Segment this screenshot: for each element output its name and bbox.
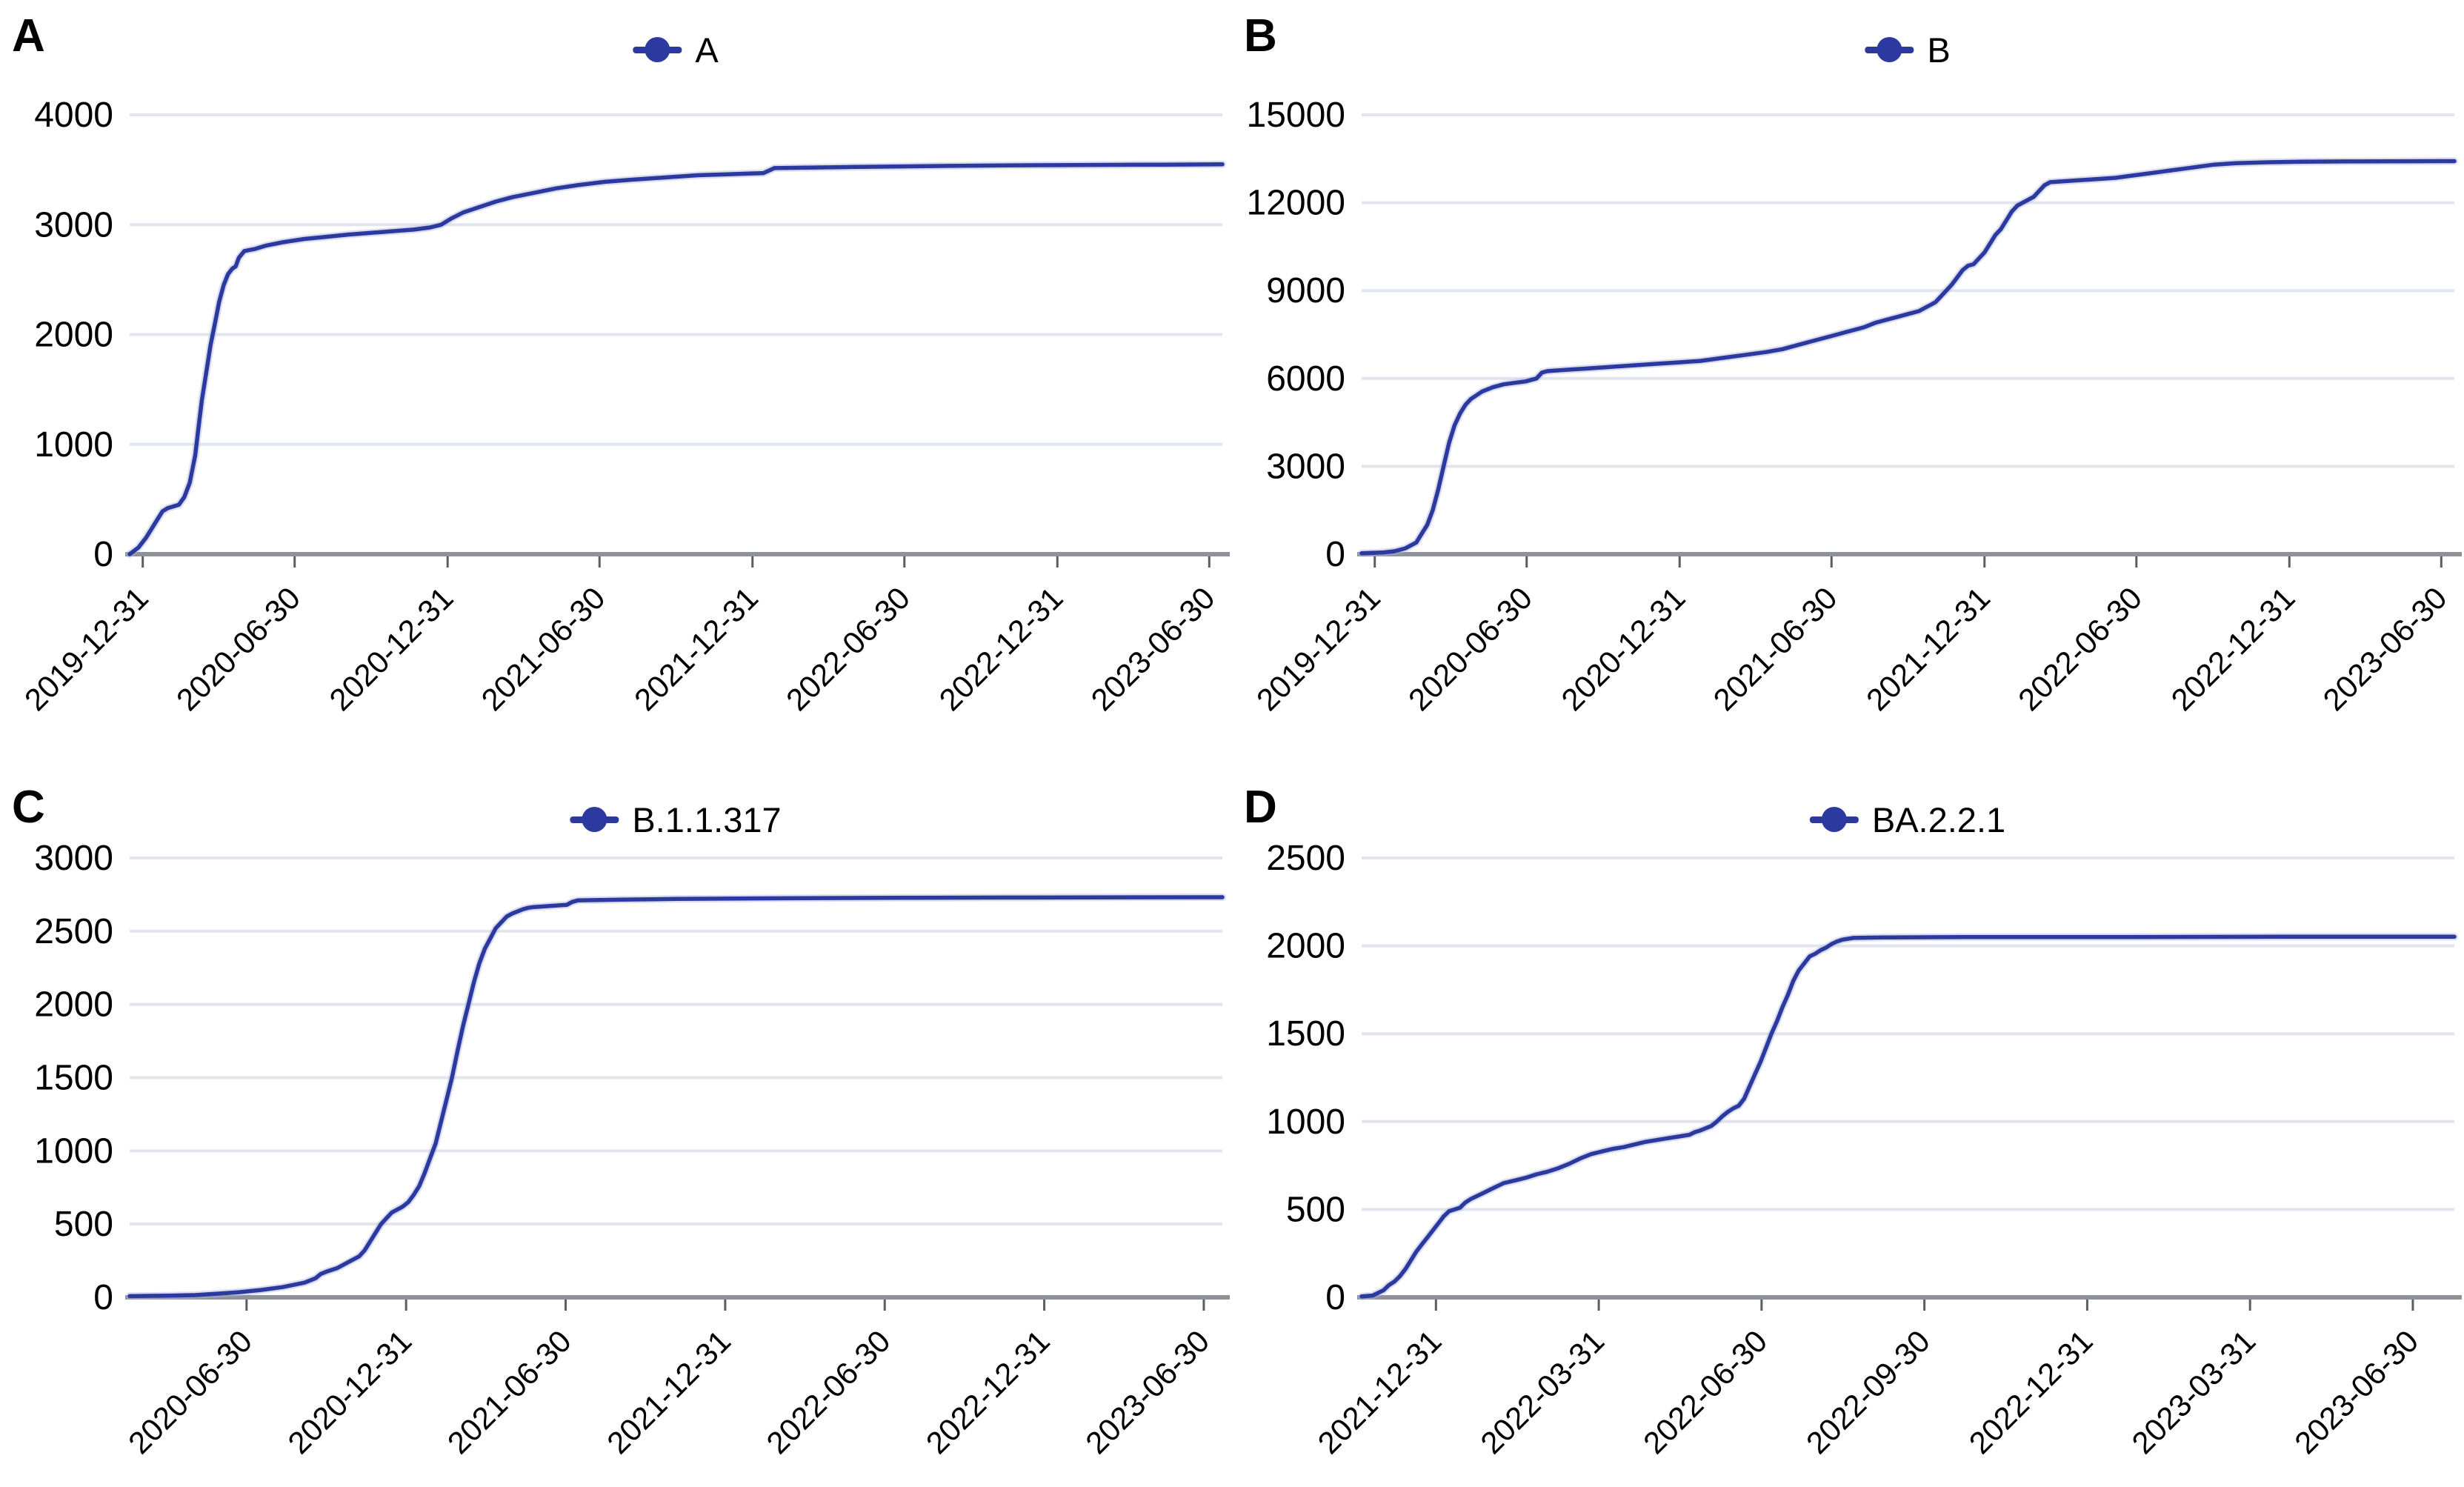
- series-line: [127, 895, 1225, 1299]
- y-tick-label: 4000: [34, 96, 113, 135]
- y-tick-label: 2000: [34, 985, 113, 1025]
- series-line-halo: [1358, 933, 2458, 1300]
- x-tick-label: 2021-06-30: [1706, 580, 1843, 717]
- y-tick-label: 3000: [34, 839, 113, 878]
- legend-marker-icon: [633, 37, 682, 62]
- series-line-halo: [126, 894, 1226, 1300]
- panel-a: A A 0 1000 2000 3000 4000 2019-12-31 2020-06-3…: [0, 0, 1232, 743]
- x-tick-label: 2021-12-31: [627, 580, 765, 717]
- x-tick-label: 2021-06-30: [441, 1323, 578, 1460]
- y-tick-label: 1000: [34, 425, 113, 465]
- x-tick-label: 2022-12-31: [932, 580, 1069, 717]
- x-tick-label: 2020-12-31: [281, 1323, 418, 1460]
- y-tick-label: 0: [1325, 1278, 1345, 1317]
- panel-b: B B 0 3000 6000 9000 12000 15000 2019-12-31 202…: [1232, 0, 2464, 743]
- y-tick-label: 9000: [1266, 271, 1345, 310]
- legend-marker-icon: [1809, 807, 1859, 832]
- x-tick-label: 2023-06-30: [1079, 1323, 1216, 1460]
- x-tick-label: 2021-12-31: [1311, 1323, 1448, 1460]
- x-tick-label: 2021-12-31: [600, 1323, 737, 1460]
- chart-canvas-c: 0 500 1000 1500 2000 2500 3000 2020-06-30 2020-1…: [34, 839, 1230, 1460]
- x-tick-label: 2022-06-30: [759, 1323, 896, 1460]
- x-tick-label: 2020-12-31: [1554, 580, 1691, 717]
- series-line: [1359, 159, 2457, 556]
- x-tick-label: 2022-03-31: [1474, 1323, 1611, 1460]
- y-tick-label: 1000: [34, 1131, 113, 1171]
- legend-dot-icon: [1821, 807, 1847, 832]
- y-tick-label: 1500: [34, 1059, 113, 1098]
- x-tick-label: 2020-06-30: [1402, 580, 1539, 717]
- series-line-halo: [1358, 157, 2458, 557]
- legend-label: B: [1927, 30, 1951, 70]
- x-tick-label: 2022-12-31: [2164, 580, 2301, 717]
- legend-c: B.1.1.317: [570, 800, 782, 839]
- series-line: [127, 162, 1225, 556]
- x-tick-label: 2023-06-30: [2317, 580, 2454, 717]
- panel-letter-a: A: [12, 10, 46, 61]
- legend-d: BA.2.2.1: [1809, 800, 2006, 839]
- x-tick-label: 2021-06-30: [474, 580, 611, 717]
- y-tick-label: 2000: [34, 316, 113, 355]
- y-tick-label: 3000: [1266, 447, 1345, 486]
- x-tick-label: 2021-12-31: [1859, 580, 1997, 717]
- x-tick-label: 2020-06-30: [170, 580, 307, 717]
- x-tick-label: 2022-06-30: [779, 580, 916, 717]
- x-tick-label: 2022-09-30: [1799, 1323, 1937, 1460]
- y-tick-label: 2000: [1266, 927, 1345, 966]
- series-line-halo: [126, 160, 1226, 558]
- y-tick-label: 3000: [34, 205, 113, 244]
- panel-letter-b: B: [1244, 10, 1278, 61]
- chart-canvas-d: 0 500 1000 1500 2000 2500 2021-12-31 2022-03-31…: [1266, 839, 2462, 1460]
- y-tick-label: 15000: [1247, 96, 1345, 135]
- x-tick-label: 2022-12-31: [1962, 1323, 2100, 1460]
- legend-dot-icon: [582, 807, 607, 832]
- y-tick-label: 2500: [1266, 839, 1345, 878]
- y-tick-label: 6000: [1266, 359, 1345, 399]
- legend-label: B.1.1.317: [632, 800, 782, 839]
- y-tick-label: 2500: [34, 912, 113, 951]
- panel-letter-d: D: [1244, 782, 1278, 833]
- legend-b: B: [1865, 30, 1951, 70]
- x-tick-label: 2020-12-31: [322, 580, 459, 717]
- legend-a: A: [633, 30, 719, 70]
- y-tick-label: 1500: [1266, 1014, 1345, 1054]
- x-tick-label: 2023-03-31: [2125, 1323, 2262, 1460]
- y-tick-label: 0: [93, 535, 113, 574]
- legend-dot-icon: [1877, 37, 1902, 62]
- legend-dot-icon: [645, 37, 670, 62]
- x-tick-label: 2022-12-31: [919, 1323, 1056, 1460]
- y-tick-label: 12000: [1247, 184, 1345, 223]
- y-tick-label: 0: [1325, 535, 1345, 574]
- legend-marker-icon: [1865, 37, 1914, 62]
- x-tick-label: 2022-06-30: [2011, 580, 2148, 717]
- x-tick-label: 2019-12-31: [1250, 580, 1387, 717]
- legend-label: BA.2.2.1: [1871, 800, 2006, 839]
- x-tick-label: 2022-06-30: [1636, 1323, 1774, 1460]
- panel-c: C B.1.1.317 0 500 1000 1500 2000 2500 3000 2020…: [0, 743, 1232, 1487]
- series-line: [1359, 934, 2457, 1299]
- legend-label: A: [695, 30, 719, 70]
- y-tick-label: 0: [93, 1278, 113, 1317]
- y-tick-label: 500: [54, 1205, 113, 1244]
- y-tick-label: 500: [1286, 1190, 1345, 1229]
- x-tick-label: 2023-06-30: [1085, 580, 1222, 717]
- legend-marker-icon: [570, 807, 619, 832]
- panel-d: D BA.2.2.1 0 500 1000 1500 2000 2500 2021-12-3…: [1232, 743, 2464, 1487]
- chart-canvas-b: 0 3000 6000 9000 12000 15000 2019-12-31 2020-06…: [1247, 96, 2462, 717]
- panel-letter-c: C: [12, 782, 46, 833]
- x-tick-label: 2020-06-30: [121, 1323, 259, 1460]
- y-tick-label: 1000: [1266, 1102, 1345, 1142]
- x-tick-label: 2019-12-31: [18, 580, 155, 717]
- x-tick-label: 2023-06-30: [2288, 1323, 2425, 1460]
